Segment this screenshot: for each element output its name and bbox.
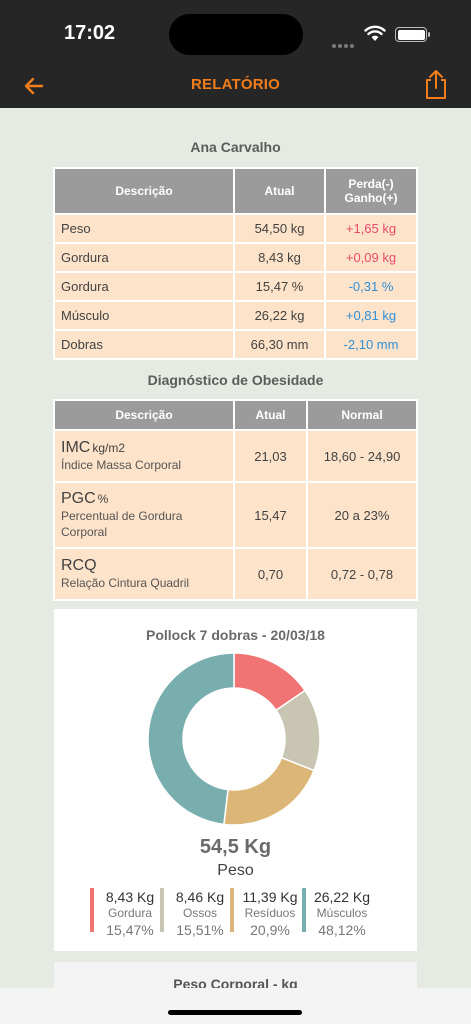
- legend-swatch: [302, 888, 306, 932]
- header-current: Atual: [235, 169, 324, 213]
- legend-percent: 15,51%: [176, 922, 224, 938]
- legend-swatch: [160, 888, 164, 932]
- legend-percent: 48,12%: [318, 922, 366, 938]
- legend-name: Ossos: [182, 906, 217, 920]
- header-delta-line2: Ganho(+): [344, 191, 398, 205]
- row-normal: 18,60 - 24,90: [308, 431, 416, 481]
- chart-title: Pollock 7 dobras - 20/03/18: [146, 627, 325, 643]
- indicator-abbr: PGC: [61, 490, 96, 507]
- composition-card: Pollock 7 dobras - 20/03/18 54,5 Kg Peso…: [54, 609, 417, 951]
- row-current: 66,30 mm: [235, 331, 324, 358]
- indicator-name: Percentual de Gordura Corporal: [61, 509, 183, 539]
- row-delta: +0,81 kg: [326, 302, 416, 329]
- home-indicator[interactable]: [168, 1010, 302, 1015]
- legend-value: 11,39 Kg: [242, 889, 298, 905]
- status-time: 17:02: [64, 22, 116, 44]
- legend-value: 26,22 Kg: [313, 889, 371, 905]
- signal-icon: [332, 35, 356, 53]
- table-row: Dobras 66,30 mm -2,10 mm: [55, 331, 416, 358]
- share-icon[interactable]: [421, 68, 451, 100]
- obesity-title: Diagnóstico de Obesidade: [147, 372, 324, 388]
- row-current: 21,03: [235, 431, 306, 481]
- obesity-table: Descrição Atual Normal IMC kg/m2 Índice M…: [53, 399, 418, 601]
- row-delta: +0,09 kg: [326, 244, 416, 271]
- row-delta: -0,31 %: [326, 273, 416, 300]
- legend-name: Músculos: [316, 906, 368, 920]
- table-row: PGC% Percentual de Gordura Corporal 15,4…: [55, 483, 416, 547]
- indicator-unit: kg/m2: [92, 441, 126, 455]
- row-current: 0,70: [235, 549, 306, 599]
- header-description: Descrição: [55, 401, 233, 429]
- total-weight-label: Peso: [217, 862, 254, 879]
- table-row: IMC kg/m2 Índice Massa Corporal 21,03 18,…: [55, 431, 416, 481]
- patient-name: Ana Carvalho: [190, 139, 281, 155]
- indicator-abbr: RCQ: [61, 557, 97, 574]
- body-weight-title: Peso Corporal - kg: [173, 976, 298, 988]
- legend-swatch: [230, 888, 234, 932]
- table-row: Peso 54,50 kg +1,65 kg: [55, 215, 416, 242]
- indicator-name: Relação Cintura Quadril: [61, 576, 190, 590]
- header-delta-line1: Perda(-): [348, 177, 394, 191]
- indicator-abbr: IMC: [61, 439, 91, 456]
- legend-value: 8,43 Kg: [105, 889, 155, 905]
- row-current: 15,47: [235, 483, 306, 547]
- row-current: 54,50 kg: [235, 215, 324, 242]
- wifi-icon: [364, 24, 386, 47]
- row-description: Dobras: [55, 331, 233, 358]
- row-current: 8,43 kg: [235, 244, 324, 271]
- legend-value: 8,46 Kg: [175, 889, 225, 905]
- row-normal: 20 a 23%: [308, 483, 416, 547]
- battery-icon: [395, 27, 430, 42]
- row-description: Gordura: [55, 244, 233, 271]
- header-description: Descrição: [55, 169, 233, 213]
- table-row: RCQ Relação Cintura Quadril 0,70 0,72 - …: [55, 549, 416, 599]
- table-row: Gordura 15,47 % -0,31 %: [55, 273, 416, 300]
- row-description: Gordura: [55, 273, 233, 300]
- indicator-unit: %: [97, 492, 109, 506]
- legend-name: Resíduos: [244, 906, 296, 920]
- indicator-cell: RCQ Relação Cintura Quadril: [55, 549, 233, 599]
- donut-slice-músculos: [147, 652, 235, 826]
- row-current: 26,22 kg: [235, 302, 324, 329]
- indicator-name: Índice Massa Corporal: [61, 458, 182, 472]
- legend-swatch: [90, 888, 94, 932]
- body-weight-card: Peso Corporal - kg: [54, 962, 417, 988]
- row-delta: +1,65 kg: [326, 215, 416, 242]
- table-row: Músculo 26,22 kg +0,81 kg: [55, 302, 416, 329]
- donut-slice-resíduos: [223, 756, 315, 826]
- legend-percent: 20,9%: [250, 922, 290, 938]
- indicator-cell: IMC kg/m2 Índice Massa Corporal: [55, 431, 233, 481]
- indicator-cell: PGC% Percentual de Gordura Corporal: [55, 483, 233, 547]
- total-weight-value: 54,5 Kg: [199, 836, 272, 858]
- header-delta: Perda(-) Ganho(+): [326, 169, 416, 213]
- row-description: Peso: [55, 215, 233, 242]
- report-content[interactable]: Ana Carvalho Descrição Atual Perda(-) Ga…: [0, 108, 471, 988]
- table-row: Gordura 8,43 kg +0,09 kg: [55, 244, 416, 271]
- legend-percent: 15,47%: [106, 922, 154, 938]
- measures-table: Descrição Atual Perda(-) Ganho(+) Peso 5…: [53, 167, 418, 360]
- row-normal: 0,72 - 0,78: [308, 549, 416, 599]
- header-current: Atual: [235, 401, 306, 429]
- page-title: RELATÓRIO: [190, 76, 281, 93]
- home-indicator-area: [0, 988, 471, 1024]
- legend-name: Gordura: [107, 906, 153, 920]
- header-normal: Normal: [308, 401, 416, 429]
- row-description: Músculo: [55, 302, 233, 329]
- status-bar: 17:02: [0, 0, 471, 62]
- back-arrow-icon[interactable]: [20, 72, 48, 100]
- nav-bar: RELATÓRIO: [0, 62, 471, 108]
- row-delta: -2,10 mm: [326, 331, 416, 358]
- composition-donut-chart: [147, 652, 321, 826]
- dynamic-island: [169, 14, 303, 55]
- row-current: 15,47 %: [235, 273, 324, 300]
